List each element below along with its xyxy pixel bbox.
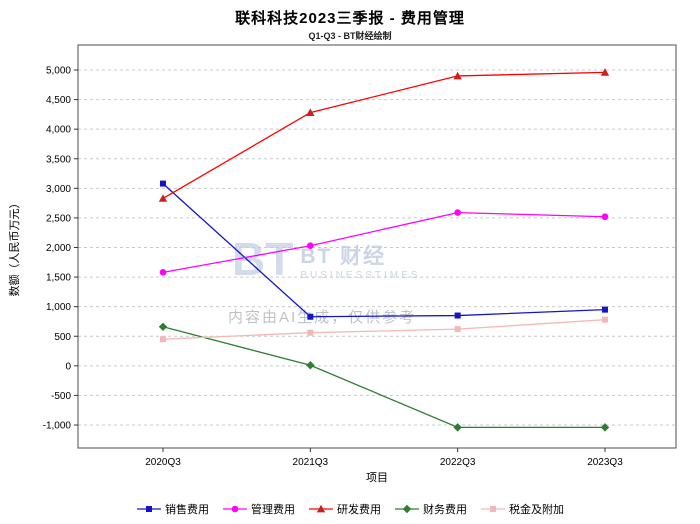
y-tick-label: 4,000: [46, 125, 71, 136]
series-sales-expense: [160, 180, 608, 320]
x-axis-ticks: 2020Q3 2021Q3 2022Q3 2023Q3: [145, 448, 623, 468]
series-admin-expense: [159, 209, 609, 276]
y-tick-label: 1,500: [46, 273, 71, 284]
chart-subtitle: Q1-Q3 - BT财经绘制: [308, 31, 392, 41]
y-tick-label: 4,500: [46, 95, 71, 106]
plot-border: [77, 44, 677, 449]
legend-marker-circle-icon: [223, 505, 247, 513]
legend-marker-triangle-icon: [309, 504, 333, 513]
x-tick-label: 2021Q3: [293, 457, 329, 468]
x-tick-label: 2020Q3: [145, 457, 181, 468]
legend-marker-diamond-icon: [395, 504, 419, 514]
gridlines: [78, 69, 676, 426]
y-tick-label: 0: [65, 361, 71, 372]
y-axis-ticks: -1,000 -500 0 500 1,000 1,500 2,000 2,500 3,000 3…: [43, 66, 78, 432]
series-rnd-expense: [158, 68, 610, 202]
legend-label: 销售费用: [165, 504, 209, 516]
legend-marker-square-icon: [137, 506, 161, 512]
x-tick-label: 2023Q3: [587, 457, 623, 468]
legend-item-rnd-expense: 研发费用: [308, 501, 381, 517]
x-axis-label: 项目: [366, 471, 388, 484]
y-tick-label: 3,000: [46, 184, 71, 195]
y-tick-label: -1,000: [43, 421, 72, 432]
legend-label: 研发费用: [337, 504, 381, 516]
legend-marker-square-icon: [481, 506, 505, 512]
x-tick-label: 2022Q3: [440, 457, 476, 468]
chart-title: 联科科技2023三季报 - 费用管理: [235, 10, 465, 27]
y-tick-label: 2,500: [46, 213, 71, 224]
series-tax-surcharge: [160, 316, 608, 343]
legend-item-admin-expense: 管理费用: [222, 501, 295, 517]
chart-canvas: 数额（人民币万元） 项目 -1,000 -500 0 500 1,000 1,500 2,0…: [8, 44, 677, 484]
legend-item-tax-surcharge: 税金及附加: [480, 501, 564, 517]
legend-item-finance-expense: 财务费用: [394, 501, 467, 517]
series-finance-expense: [158, 322, 610, 432]
legend-label: 税金及附加: [509, 504, 564, 516]
y-tick-label: -500: [51, 391, 71, 402]
y-tick-label: 5,000: [46, 66, 71, 77]
y-tick-label: 500: [54, 332, 71, 343]
legend-label: 财务费用: [423, 504, 467, 516]
legend: 销售费用 管理费用 研发费用 财务费用 税金及附加: [0, 501, 700, 517]
legend-label: 管理费用: [251, 504, 295, 516]
y-axis-label: 数额（人民币万元）: [8, 198, 21, 297]
legend-item-sales-expense: 销售费用: [136, 501, 209, 517]
y-tick-label: 2,000: [46, 243, 71, 254]
y-tick-label: 1,000: [46, 302, 71, 313]
y-tick-label: 3,500: [46, 154, 71, 165]
